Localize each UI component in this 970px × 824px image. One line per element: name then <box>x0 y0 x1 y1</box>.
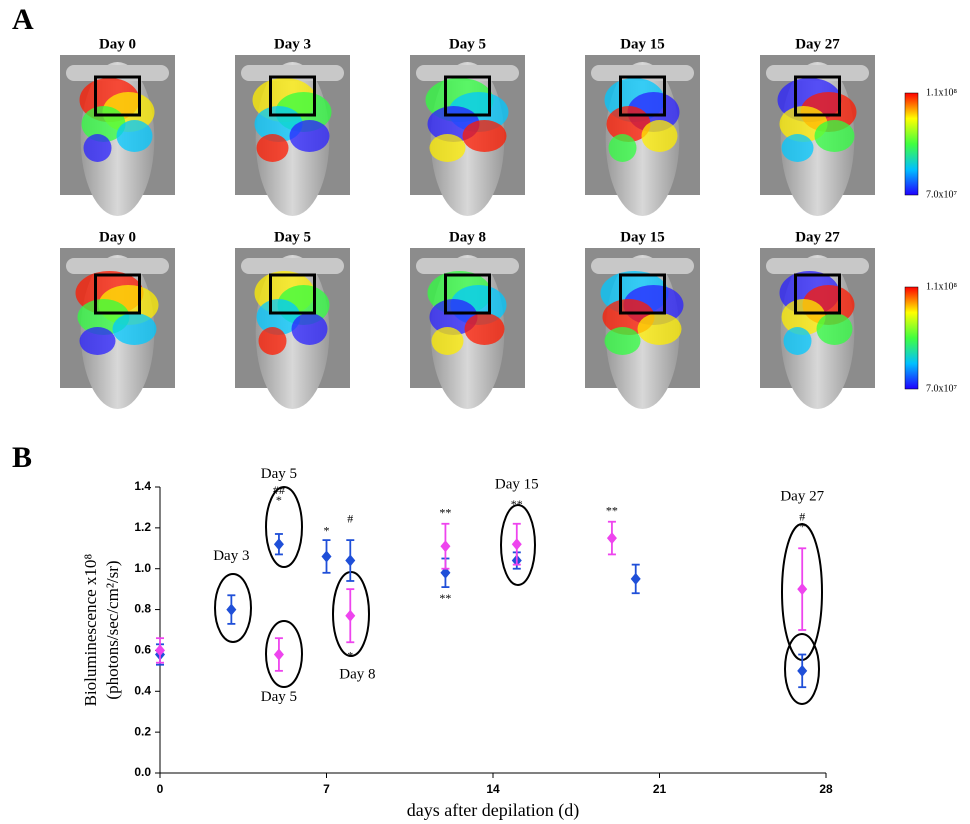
signal-blob <box>465 313 505 345</box>
signal-blob <box>609 134 637 162</box>
signal-blob <box>815 120 855 152</box>
point <box>345 555 355 567</box>
mouse-arms <box>241 258 344 274</box>
image-title: Day 15 <box>620 36 665 52</box>
x-tick-label: 0 <box>157 782 164 796</box>
image-title: Day 5 <box>449 36 486 52</box>
signal-blob <box>432 327 464 355</box>
annotation: * <box>276 493 282 507</box>
panel-label: B <box>12 441 32 474</box>
signal-blob <box>782 134 814 162</box>
mouse-arms <box>66 258 169 274</box>
chart: 0.0 0.2 0.4 0.6 0.8 1.0 1.2 1.4 0 7 14 21 28 days aft… <box>81 466 833 821</box>
annotation: Day 5 <box>261 689 297 705</box>
y-tick-label: 0.6 <box>134 643 151 657</box>
signal-blob <box>292 313 328 345</box>
annotation: * <box>347 648 353 662</box>
y-axis-label: Bioluminescence x10⁸ <box>81 554 100 707</box>
annotation: ** <box>439 505 451 519</box>
image-title: Day 27 <box>795 229 840 245</box>
annotation: Day 3 <box>213 548 249 564</box>
signal-blob <box>84 134 112 162</box>
x-tick-label: 21 <box>653 782 667 796</box>
y-axis-label: (photons/sec/cm²/sr) <box>103 560 122 699</box>
image-title: Day 27 <box>795 36 840 52</box>
image-title: Day 3 <box>274 36 311 52</box>
figure: A B Day 0 Day 3 Day 5 Day 15 Day 27 1.1x10⁸ 7.… <box>0 0 970 824</box>
mouse-arms <box>66 65 169 81</box>
mouse-arms <box>416 65 519 81</box>
mouse-arms <box>591 258 694 274</box>
x-tick-label: 28 <box>819 782 833 796</box>
annotation: Day 8 <box>339 666 375 682</box>
annotation: ** <box>606 503 618 517</box>
annotation: Day 5 <box>261 466 297 482</box>
ellipse <box>266 487 302 567</box>
point <box>797 665 807 677</box>
y-tick-label: 0.4 <box>134 683 151 697</box>
point <box>274 538 284 550</box>
ellipse <box>266 621 302 687</box>
mouse-arms <box>766 65 869 81</box>
annotation: * <box>324 524 330 538</box>
image-title: Day 5 <box>274 229 311 245</box>
mouse-arms <box>766 258 869 274</box>
signal-blob <box>80 327 116 355</box>
signal-blob <box>605 327 641 355</box>
point <box>607 532 617 544</box>
mouse-arms <box>241 65 344 81</box>
signal-blob <box>430 134 466 162</box>
colorbar-max: 1.1x10⁸ <box>926 281 958 292</box>
annotation: Day 27 <box>780 489 824 505</box>
image-grid: Day 0 Day 3 Day 5 Day 15 Day 27 1.1x10⁸ 7.0x10… <box>60 36 958 409</box>
x-axis-label: days after depilation (d) <box>407 800 579 821</box>
point <box>512 538 522 550</box>
signal-blob <box>463 120 507 152</box>
signal-blob <box>817 313 853 345</box>
highlight-ellipses <box>215 487 822 704</box>
y-tick-label: 0.0 <box>134 765 151 779</box>
signal-blob <box>290 120 330 152</box>
point <box>226 604 236 616</box>
mouse-arms <box>591 65 694 81</box>
point <box>797 583 807 595</box>
mouse-arms <box>416 258 519 274</box>
annotation: ** <box>511 497 523 511</box>
colorbar <box>905 93 918 195</box>
y-tick-label: 0.8 <box>134 602 151 616</box>
x-tick-label: 7 <box>323 782 330 796</box>
x-tick-label: 14 <box>486 782 500 796</box>
signal-blob <box>257 134 289 162</box>
annotation: Day 15 <box>495 476 539 492</box>
y-tick-label: 0.2 <box>134 724 151 738</box>
y-tick-label: 1.4 <box>134 479 151 493</box>
signal-blob <box>642 120 678 152</box>
point <box>322 550 332 562</box>
annotation: ** <box>439 591 451 605</box>
signal-blob <box>638 313 682 345</box>
signal-blob <box>113 313 157 345</box>
point <box>631 573 641 585</box>
signal-blob <box>259 327 287 355</box>
point <box>274 649 284 661</box>
signal-blob <box>117 120 153 152</box>
image-title: Day 15 <box>620 229 665 245</box>
colorbar-min: 7.0x10⁷ <box>926 189 958 200</box>
image-title: Day 0 <box>99 229 136 245</box>
annotation: # <box>347 511 353 525</box>
y-tick-label: 1.2 <box>134 520 151 534</box>
y-tick-label: 1.0 <box>134 561 151 575</box>
signal-blob <box>784 327 812 355</box>
colorbar-min: 7.0x10⁷ <box>926 383 958 394</box>
image-title: Day 0 <box>99 36 136 52</box>
point <box>440 540 450 552</box>
point <box>345 610 355 622</box>
colorbar-max: 1.1x10⁸ <box>926 87 958 98</box>
panel-label: A <box>12 3 34 36</box>
annotation: * <box>799 520 805 534</box>
image-title: Day 8 <box>449 229 486 245</box>
colorbar <box>905 287 918 389</box>
